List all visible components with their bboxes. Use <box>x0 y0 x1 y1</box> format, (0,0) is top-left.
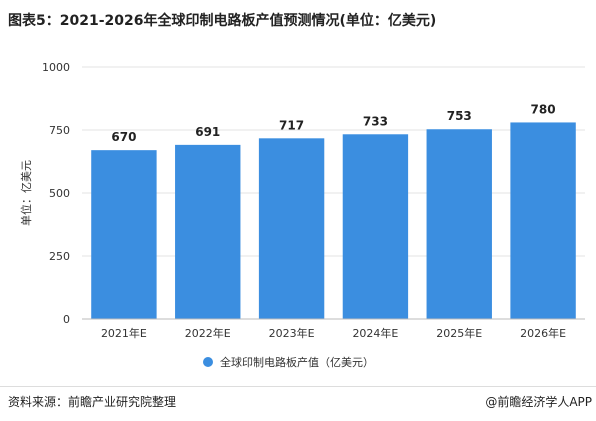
bar-value-label: 780 <box>531 102 556 116</box>
x-tick-label: 2024年E <box>352 326 398 340</box>
x-tick-label: 2023年E <box>269 326 315 340</box>
legend-label: 全球印制电路板产值（亿美元） <box>220 355 374 369</box>
y-tick-label: 250 <box>49 250 70 263</box>
x-tick-label: 2021年E <box>101 326 147 340</box>
bar <box>91 150 157 319</box>
bar-value-label: 670 <box>111 130 136 144</box>
x-tick-label: 2022年E <box>185 326 231 340</box>
legend-marker <box>203 357 213 367</box>
bar <box>175 144 241 319</box>
bar <box>342 134 409 319</box>
bar-value-label: 691 <box>195 125 220 139</box>
bar-value-label: 753 <box>447 109 472 123</box>
footer-divider <box>0 386 596 387</box>
x-tick-label: 2025年E <box>436 326 482 340</box>
y-tick-label: 0 <box>63 313 70 326</box>
bar-value-label: 717 <box>279 118 304 132</box>
y-tick-label: 500 <box>49 187 70 200</box>
brand-credit: @前瞻经济学人APP <box>485 395 592 409</box>
bar <box>510 122 576 319</box>
bar <box>258 138 325 319</box>
y-tick-label: 750 <box>49 124 70 137</box>
x-tick-label: 2026年E <box>520 326 566 340</box>
y-axis-label: 单位：亿美元 <box>19 160 33 226</box>
chart-title: 图表5：2021-2026年全球印制电路板产值预测情况(单位：亿美元) <box>8 13 437 29</box>
bar-value-label: 733 <box>363 114 388 128</box>
y-tick-label: 1000 <box>42 61 70 74</box>
bar <box>426 129 492 319</box>
source-note: 资料来源：前瞻产业研究院整理 <box>8 395 177 409</box>
